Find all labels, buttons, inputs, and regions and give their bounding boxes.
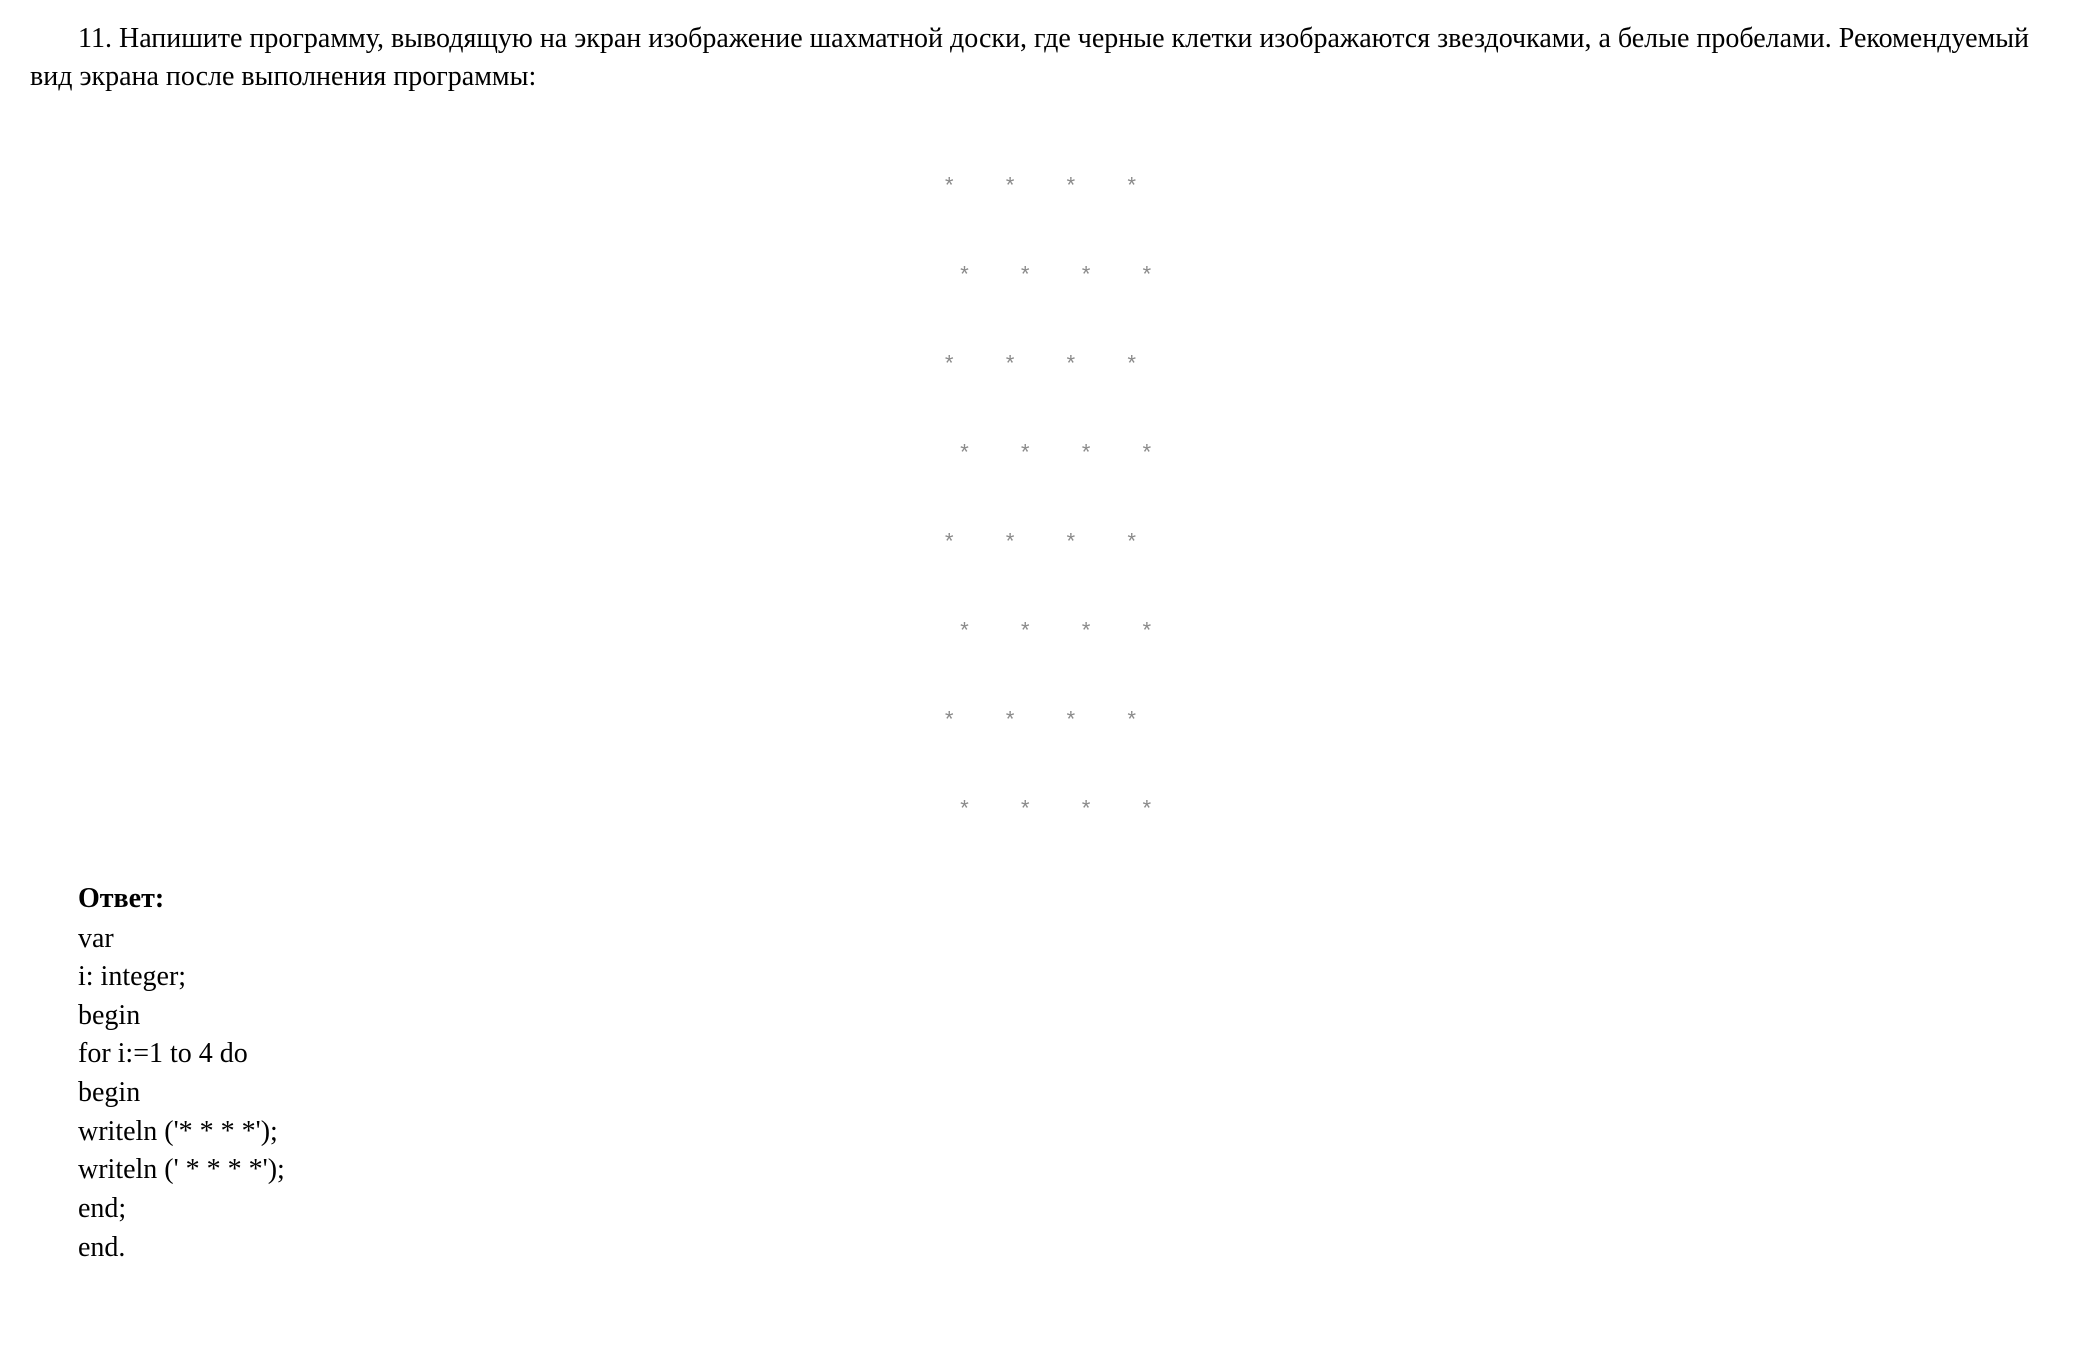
chess-row: * * * * — [30, 796, 2053, 826]
chessboard-output: * * * * * * * * * * * * * * * * * * * * … — [30, 114, 2053, 856]
chess-row: * * * * — [30, 262, 2053, 292]
code-line: end; — [78, 1190, 2053, 1229]
question-block: 11. Напишите программу, выводящую на экр… — [30, 20, 2053, 96]
chess-row: * * * * — [30, 618, 2053, 648]
code-line: end. — [78, 1229, 2053, 1268]
chess-row: * * * * — [30, 351, 2053, 381]
question-text: Напишите программу, выводящую на экран и… — [30, 23, 2029, 92]
code-line: begin — [78, 997, 2053, 1036]
code-line: writeln ('* * * *'); — [78, 1113, 2053, 1152]
answer-label: Ответ: — [78, 880, 2053, 918]
chess-row: * * * * — [30, 440, 2053, 470]
code-line: var — [78, 920, 2053, 959]
question-number: 11. — [78, 23, 112, 54]
chess-row: * * * * — [30, 707, 2053, 737]
chess-row: * * * * — [30, 173, 2053, 203]
code-line: writeln (' * * * *'); — [78, 1151, 2053, 1190]
code-block: var i: integer; begin for i:=1 to 4 do b… — [78, 920, 2053, 1268]
code-line: for i:=1 to 4 do — [78, 1035, 2053, 1074]
chess-row: * * * * — [30, 529, 2053, 559]
code-line: begin — [78, 1074, 2053, 1113]
code-line: i: integer; — [78, 958, 2053, 997]
